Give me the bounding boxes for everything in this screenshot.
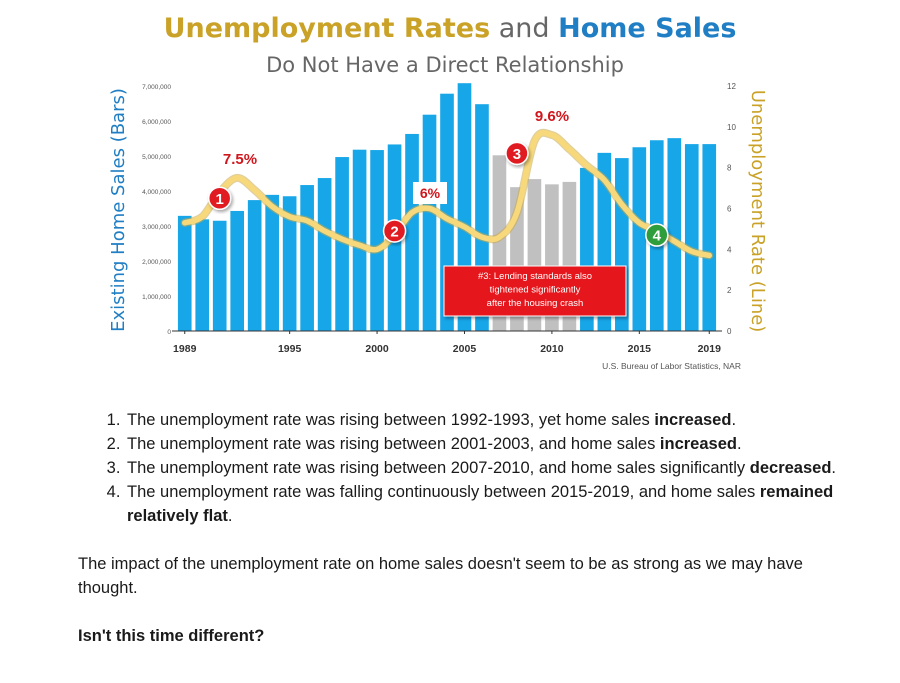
bar-1999 [352,149,367,331]
y-left-tick-label: 1,000,000 [142,294,171,301]
source-note: U.S. Bureau of Labor Statistics, NAR [602,361,741,371]
commentary: The unemployment rate was rising between… [78,408,858,665]
y-left-tick-label: 2,000,000 [142,259,171,266]
marker-1: 1 [207,186,232,211]
marker-circle [382,219,407,243]
title-and: and [490,13,558,44]
bar-2015 [632,147,647,331]
callout-line: after the housing crash [487,298,584,309]
bar-1998 [335,157,349,331]
y-left-tick-label: 5,000,000 [142,154,171,161]
value-label-bg [413,182,447,204]
y-right-tick-label: 10 [727,123,736,132]
marker-circle [505,141,529,166]
bar-2017 [667,138,682,331]
marker-2: 2 [382,219,407,243]
marker-number: 2 [390,223,398,240]
y-left-tick-label: 7,000,000 [142,84,171,91]
y-right-tick-label: 8 [727,164,732,173]
y-right-tick-label: 2 [727,286,732,295]
title-home-sales: Home Sales [558,13,736,44]
x-tick-label: 1989 [173,343,197,355]
bar-1994 [265,194,279,331]
callout-line: tightened significantly [490,285,581,296]
unemployment-line [181,129,713,259]
y-right-tick-label: 12 [727,82,736,91]
bar-2000 [370,150,384,331]
bar-1990 [195,219,210,331]
observation-4: The unemployment rate was falling contin… [125,480,858,528]
value-label-2003: 6% [420,185,441,201]
bar-2002 [405,133,419,331]
bar-2003 [422,114,437,331]
callout-line: #3: Lending standards also [478,271,592,282]
y-right-tick-label: 0 [727,327,732,336]
chart-subtitle: Do Not Have a Direct Relationship [266,53,624,77]
marker-number: 4 [653,228,662,245]
bar-1997 [317,178,332,331]
observation-2: The unemployment rate was rising between… [125,432,858,456]
bar-1996 [300,185,314,331]
observation-1: The unemployment rate was rising between… [125,408,858,432]
axes: 0 1,000,000 2,000,000 3,000,000 4,000,000 5,0… [142,82,736,355]
marker-4: 4 [645,223,669,247]
closing-question: Isn't this time different? [78,627,265,645]
callout-rect [443,265,627,317]
y-left-tick-label: 0 [167,329,171,336]
title-unemployment: Unemployment Rates [164,13,491,44]
annotations: 7.5% 6% 9.6% 1 2 3 4 #3: Lending standards also… [207,108,669,317]
marker-number: 1 [216,191,224,208]
y-axis-left-label: Existing Home Sales (Bars) [108,88,129,332]
bar-1992 [230,210,245,331]
x-tick-label: 2010 [540,343,564,355]
x-tick-label: 1995 [278,343,302,355]
value-label-2010: 9.6% [535,108,569,125]
bar-2019 [702,144,717,331]
x-tick-label: 2015 [628,343,652,355]
y-right-tick-label: 4 [727,245,732,254]
y-axis-right-label: Unemployment Rate (Line) [747,90,768,333]
bar-1995 [282,196,297,331]
line-series [180,128,714,260]
y-left-tick-label: 3,000,000 [142,224,171,231]
marker-3: 3 [505,141,529,166]
bar-1989 [177,215,192,331]
value-label-1992: 7.5% [223,151,257,168]
bar-1991 [212,220,227,331]
chart-title: Unemployment Rates and Home Sales [164,13,737,44]
observation-3: The unemployment rate was rising between… [125,456,858,480]
marker-circle [207,186,232,211]
marker-number: 3 [513,146,521,163]
marker-circle [645,223,669,247]
x-tick-label: 2019 [698,343,722,355]
x-tick-label: 2000 [365,343,389,355]
x-tick-label: 2005 [453,343,477,355]
bar-2018 [684,144,699,331]
chart: Unemployment Rates and Home Sales Do Not… [108,13,768,371]
y-left-tick-label: 4,000,000 [142,189,171,196]
callout-box: #3: Lending standards also tightened sign… [443,265,627,317]
summary-paragraph: The impact of the unemployment rate on h… [78,555,803,597]
observations-list: The unemployment rate was rising between… [78,408,858,528]
bar-1993 [247,200,262,331]
y-left-tick-label: 6,000,000 [142,119,171,126]
y-right-tick-label: 6 [727,205,732,214]
